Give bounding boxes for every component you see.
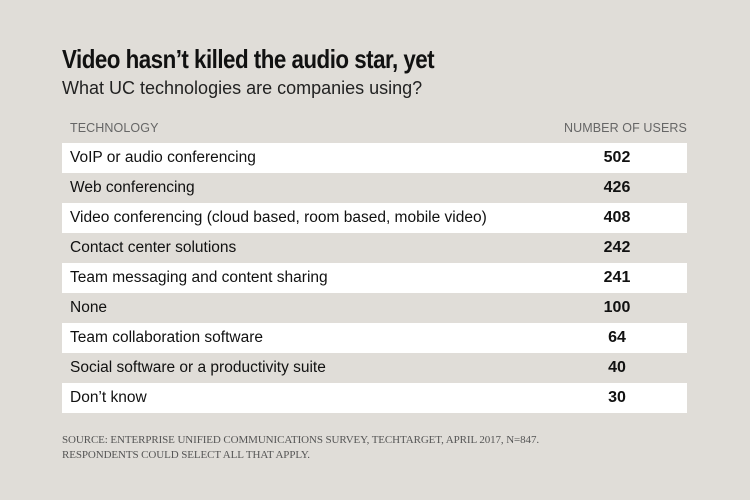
row-value: 408: [603, 209, 631, 226]
row-value: 40: [608, 359, 626, 376]
table-row: VoIP or audio conferencing 502: [62, 143, 687, 173]
row-label: Don’t know: [70, 389, 147, 406]
table-row: Social software or a productivity suite 4…: [62, 353, 687, 383]
data-table: VoIP or audio conferencing 502 Web confere…: [62, 143, 687, 413]
column-header-technology: TECHNOLOGY: [70, 121, 159, 135]
source-line-1: SOURCE: ENTERPRISE UNIFIED COMMUNICATION…: [62, 434, 540, 446]
row-label: Contact center solutions: [70, 239, 237, 256]
chart-subtitle: What UC technologies are companies using…: [62, 78, 423, 98]
row-label: Team messaging and content sharing: [70, 269, 328, 286]
row-value: 502: [603, 149, 631, 166]
table-row: None 100: [62, 293, 687, 323]
row-value: 241: [603, 269, 631, 286]
source-note: SOURCE: ENTERPRISE UNIFIED COMMUNICATION…: [62, 433, 539, 463]
table-row: Don’t know 30: [62, 383, 687, 413]
row-value: 426: [603, 179, 631, 196]
source-line-2: RESPONDENTS COULD SELECT ALL THAT APPLY.: [62, 449, 310, 461]
chart-title: Video hasn’t killed the audio star, yet: [62, 44, 435, 74]
table-row: Video conferencing (cloud based, room ba…: [62, 203, 687, 233]
row-value: 100: [603, 299, 631, 316]
row-label: Team collaboration software: [70, 329, 263, 346]
table-row: Team messaging and content sharing 241: [62, 263, 687, 293]
row-label: None: [70, 299, 108, 316]
row-value: 30: [608, 389, 626, 406]
table-row: Team collaboration software 64: [62, 323, 687, 353]
table-row: Contact center solutions 242: [62, 233, 687, 263]
row-label: VoIP or audio conferencing: [70, 149, 256, 166]
row-value: 64: [608, 329, 626, 346]
row-label: Web conferencing: [70, 179, 195, 196]
column-header-users: NUMBER OF USERS: [563, 121, 687, 135]
row-label: Video conferencing (cloud based, room ba…: [70, 209, 487, 226]
row-label: Social software or a productivity suite: [70, 359, 326, 376]
table-row: Web conferencing 426: [62, 173, 687, 203]
row-value: 242: [603, 239, 631, 256]
